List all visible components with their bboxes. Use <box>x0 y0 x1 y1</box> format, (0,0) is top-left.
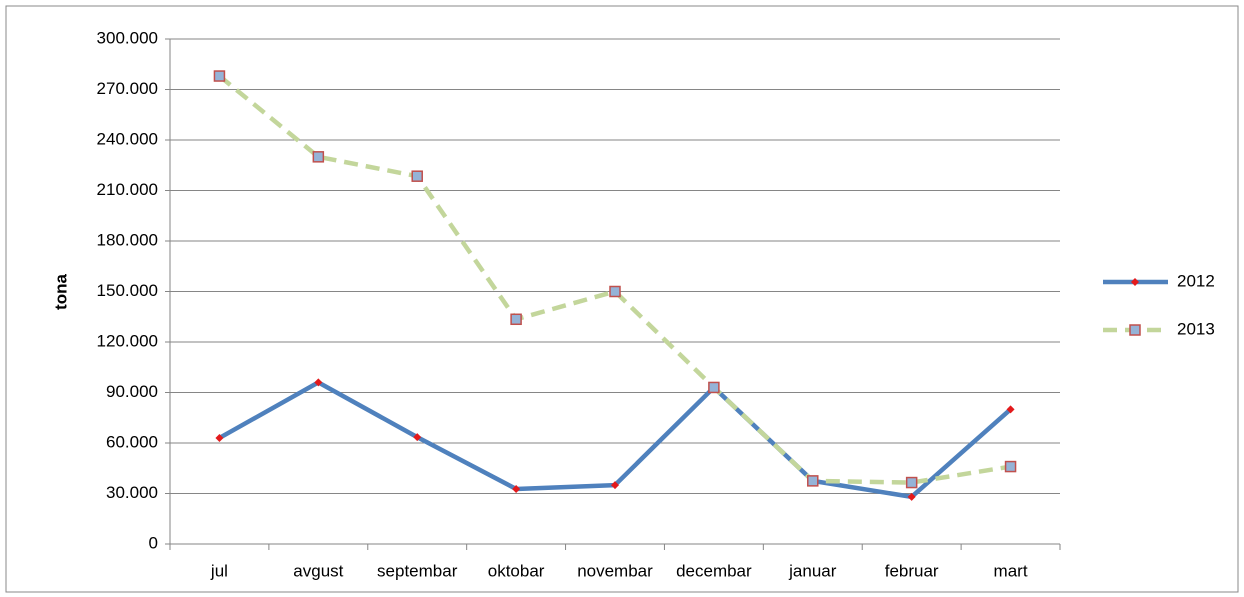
x-tick-label: jul <box>210 561 228 580</box>
marker <box>510 313 522 326</box>
marker <box>1004 460 1017 473</box>
legend-marker <box>1129 324 1141 336</box>
line <box>218 74 1011 485</box>
marker <box>905 476 918 489</box>
x-tick-label: novembar <box>577 561 653 580</box>
marker <box>611 481 619 490</box>
marker <box>807 475 819 487</box>
y-tick-label: 300.000 <box>97 28 158 47</box>
y-tick-label: 150.000 <box>97 281 158 300</box>
marker <box>413 433 422 442</box>
legend-label: 2012 <box>1177 271 1215 290</box>
x-tick-label: septembar <box>377 561 458 580</box>
y-tick-label: 180.000 <box>97 230 158 249</box>
y-tick-label: 270.000 <box>97 79 158 98</box>
marker <box>512 484 521 493</box>
y-tick-label: 90.000 <box>106 382 158 401</box>
y-tick-label: 30.000 <box>106 483 158 502</box>
marker <box>708 381 720 394</box>
x-tick-label: januar <box>788 561 837 580</box>
x-tick-label: avgust <box>293 561 343 580</box>
legend-marker <box>1131 278 1139 286</box>
y-tick-label: 120.000 <box>97 331 158 350</box>
legend-label: 2013 <box>1177 319 1215 338</box>
marker <box>314 378 323 387</box>
marker <box>213 70 226 82</box>
marker <box>907 492 916 501</box>
x-tick-label: mart <box>994 561 1028 580</box>
y-tick-label: 210.000 <box>97 180 158 199</box>
y-tick-label: 60.000 <box>106 432 158 451</box>
marker <box>312 151 325 163</box>
marker <box>609 285 621 298</box>
marker <box>1006 405 1015 414</box>
x-tick-label: februar <box>885 561 939 580</box>
marker <box>215 433 224 442</box>
x-tick-label: oktobar <box>488 561 545 580</box>
y-tick-label: 240.000 <box>97 129 158 148</box>
y-axis-label: tona <box>51 274 70 310</box>
y-tick-label: 0 <box>149 533 158 552</box>
x-tick-label: decembar <box>676 561 752 580</box>
marker <box>411 170 423 182</box>
